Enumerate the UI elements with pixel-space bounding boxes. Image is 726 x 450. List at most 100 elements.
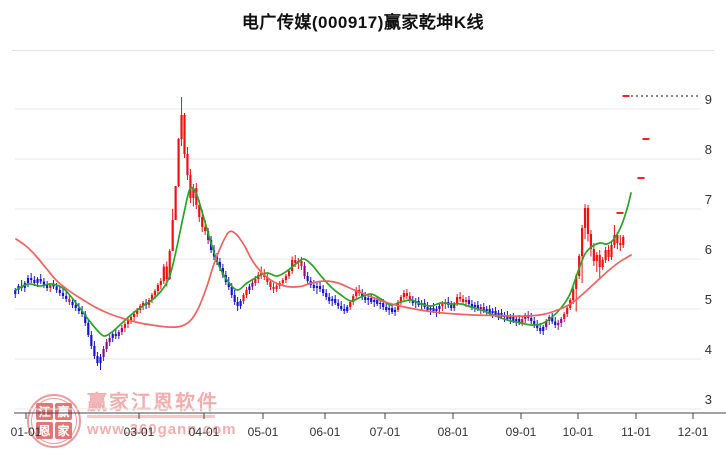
candle-body <box>557 323 560 325</box>
candle-body <box>566 308 569 314</box>
x-axis-label: 11-01 <box>621 425 651 439</box>
candle-body <box>102 349 105 357</box>
y-axis-label: 7 <box>705 192 712 207</box>
candle-body <box>370 298 373 302</box>
candle-body <box>272 287 275 289</box>
candle-body <box>429 308 432 310</box>
candle-body <box>266 277 269 282</box>
x-axis-label: 01-01 <box>11 425 42 439</box>
candle-body <box>300 261 303 266</box>
candle-body <box>189 175 192 198</box>
candle-body <box>150 295 154 300</box>
candle-body <box>284 276 288 280</box>
candle-body <box>485 309 488 311</box>
candle-body <box>583 208 587 228</box>
candle-body <box>572 289 575 300</box>
candle-body <box>14 290 17 294</box>
candle-body <box>142 303 145 306</box>
candle-body <box>96 356 99 363</box>
candle-body <box>346 307 349 311</box>
candle-body <box>136 310 139 314</box>
candle-body <box>515 319 518 321</box>
candle-body <box>254 279 257 283</box>
candle-body <box>435 309 438 311</box>
candle-body <box>581 228 584 256</box>
candle-body <box>601 260 604 267</box>
candle-body <box>198 205 201 217</box>
candle-body <box>340 306 343 309</box>
candle-body <box>530 318 533 321</box>
candle-body <box>159 281 162 285</box>
candle-body <box>512 317 515 321</box>
candle-body <box>77 308 81 311</box>
target-dash <box>622 95 630 97</box>
candle-body <box>36 279 39 283</box>
candle-body <box>554 321 557 325</box>
candle-body <box>426 307 429 310</box>
candle-body <box>411 300 414 303</box>
candle-body <box>120 328 123 332</box>
candle-body <box>245 290 248 295</box>
candle-body <box>524 315 527 319</box>
x-axis-label: 10-01 <box>563 425 594 439</box>
candle-body <box>162 266 165 281</box>
candle-body <box>491 311 494 313</box>
candle-body <box>595 255 598 261</box>
x-axis-label: 03-01 <box>124 425 155 439</box>
candle-body <box>74 305 77 308</box>
candle-body <box>441 304 444 306</box>
candle-body <box>133 314 136 317</box>
candle-body <box>575 276 578 289</box>
candle-body <box>464 300 468 302</box>
candle-body <box>349 302 352 307</box>
candle-body <box>58 290 61 293</box>
candle-body <box>494 311 497 315</box>
candle-body <box>68 299 71 302</box>
candle-body <box>312 285 315 288</box>
candle-body <box>604 250 607 260</box>
candle-body <box>322 289 325 293</box>
candle-body <box>52 285 55 287</box>
candle-body <box>294 260 297 263</box>
candle-body <box>456 297 459 304</box>
candle-body <box>192 188 195 198</box>
candle-body <box>99 357 102 363</box>
candle-body <box>607 250 610 257</box>
candle-body <box>542 327 545 331</box>
candle-body <box>343 309 346 311</box>
candle-body <box>87 323 90 335</box>
candle-body <box>405 293 408 296</box>
candle-body <box>461 299 465 302</box>
candle-body <box>385 307 388 310</box>
candle-body <box>108 338 111 342</box>
candle-body <box>42 281 46 285</box>
seal-char: 恩 <box>36 422 53 439</box>
candle-body <box>388 308 391 310</box>
candle-body <box>174 186 177 220</box>
candle-body <box>39 279 42 282</box>
candle-body <box>563 314 566 319</box>
y-axis-label: 3 <box>705 392 712 407</box>
candle-body <box>610 245 613 257</box>
candle-body <box>275 286 278 289</box>
x-axis-label: 05-01 <box>248 425 279 439</box>
candle-body <box>236 302 239 306</box>
y-axis-label: 8 <box>705 142 712 157</box>
candle-body <box>65 296 68 299</box>
candle-body <box>408 296 411 300</box>
candle-body <box>221 268 224 275</box>
candle-body <box>506 315 509 319</box>
candle-body <box>592 249 595 261</box>
candle-body <box>331 299 334 301</box>
candle-body <box>33 280 36 283</box>
candle-body <box>165 266 168 279</box>
candle-body <box>195 188 198 205</box>
candle-body <box>399 297 403 302</box>
candle-body <box>536 325 539 328</box>
candle-body <box>355 290 358 296</box>
candle-body <box>390 308 394 312</box>
candle-body <box>186 154 189 175</box>
candle-body <box>482 307 485 311</box>
